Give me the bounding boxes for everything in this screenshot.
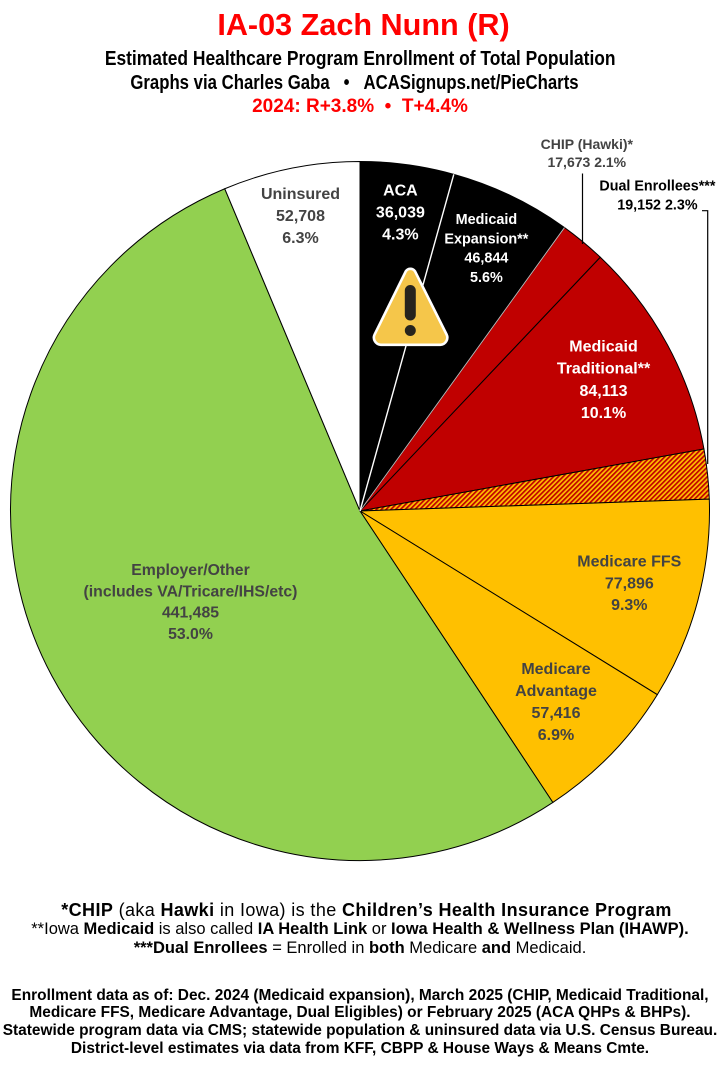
svg-text:CHIP (Hawki)*17,673 2.1%: CHIP (Hawki)* 17,673 2.1% xyxy=(541,136,634,170)
svg-text:Dual Enrollees***19,152 2.3%: Dual Enrollees*** 19,152 2.3% xyxy=(599,178,715,213)
svg-text:Employer/Other(includes VA/Tri: Employer/Other (includes VA/Tricare/IHS/e… xyxy=(84,562,298,643)
